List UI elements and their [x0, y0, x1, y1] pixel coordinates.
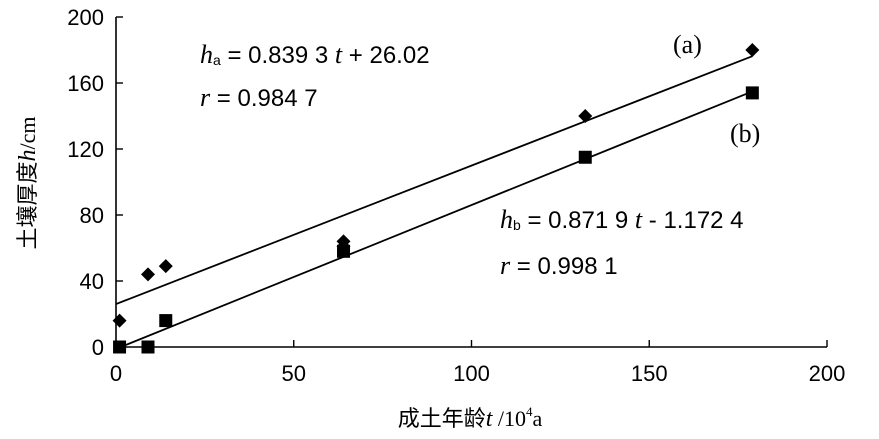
- y-tick-label: 0: [92, 335, 104, 360]
- x-tick-label: 50: [282, 361, 306, 386]
- y-tick-label: 40: [80, 269, 104, 294]
- r-value-b-val: = 0.998 1: [510, 253, 617, 280]
- x-tick-label: 150: [631, 361, 668, 386]
- r-value-b: r = 0.998 1: [500, 251, 618, 280]
- x-axis-title-var: t: [486, 406, 494, 432]
- y-tick-label: 160: [67, 71, 104, 96]
- x-axis-title-prefix: 成土年龄: [398, 407, 486, 432]
- y-tick-label: 120: [67, 137, 104, 162]
- point-b: [337, 244, 351, 258]
- equation-a-sub: a: [213, 52, 221, 68]
- ticks: 0 40 80 120 160 200 0 50 100 150 200: [67, 5, 845, 386]
- fit-line-a: [115, 55, 753, 305]
- r-value-a: r = 0.984 7: [200, 83, 318, 112]
- r-value-a-var: r: [200, 83, 211, 112]
- point-a: [112, 313, 127, 328]
- x-tick-label: 100: [453, 361, 490, 386]
- equation-b: hb = 0.871 9 t - 1.172 4: [500, 205, 744, 234]
- point-b: [745, 86, 759, 100]
- equation-a-eq: = 0.839 3: [221, 42, 335, 69]
- r-value-a-val: = 0.984 7: [210, 85, 317, 112]
- x-tick-label: 200: [809, 361, 846, 386]
- y-axis-title: 土壤厚度h/cm: [15, 116, 41, 249]
- fit-line-b: [120, 90, 753, 348]
- equation-a: ha = 0.839 3 t + 26.02: [200, 40, 430, 69]
- y-tick-label: 200: [67, 5, 104, 30]
- y-axis-title-suffix: /cm: [15, 116, 40, 149]
- y-axis-title-prefix: 土壤厚度: [16, 161, 41, 249]
- equation-b-eq: = 0.871 9: [521, 207, 635, 234]
- point-a: [140, 267, 155, 282]
- markers: [112, 43, 760, 354]
- point-b: [113, 340, 127, 354]
- equation-a-rest: + 26.02: [342, 42, 429, 69]
- series-tag-a: (a): [673, 30, 702, 59]
- equation-a-t: t: [335, 40, 343, 69]
- fit-lines: [115, 55, 753, 348]
- x-axis-title: 成土年龄t /104a: [398, 404, 543, 432]
- equation-b-rest: - 1.172 4: [642, 207, 743, 234]
- point-b: [141, 340, 155, 354]
- x-axis-title-unit: a: [533, 406, 543, 431]
- equation-b-t: t: [635, 205, 643, 234]
- point-a: [745, 43, 760, 57]
- series-tag-b: (b): [730, 119, 760, 148]
- y-axis-title-var: h: [15, 149, 41, 161]
- point-a: [578, 109, 593, 123]
- equation-a-var: h: [200, 40, 213, 69]
- x-axis-title-suffix: /10: [492, 406, 526, 431]
- y-tick-label: 80: [80, 203, 104, 228]
- point-b: [159, 314, 173, 328]
- r-value-b-var: r: [500, 251, 511, 280]
- x-tick-label: 0: [110, 361, 122, 386]
- point-b: [578, 150, 592, 164]
- point-a: [158, 259, 173, 274]
- equation-b-var: h: [500, 205, 513, 234]
- equation-b-sub: b: [513, 217, 521, 233]
- x-axis-title-sup: 4: [526, 404, 533, 419]
